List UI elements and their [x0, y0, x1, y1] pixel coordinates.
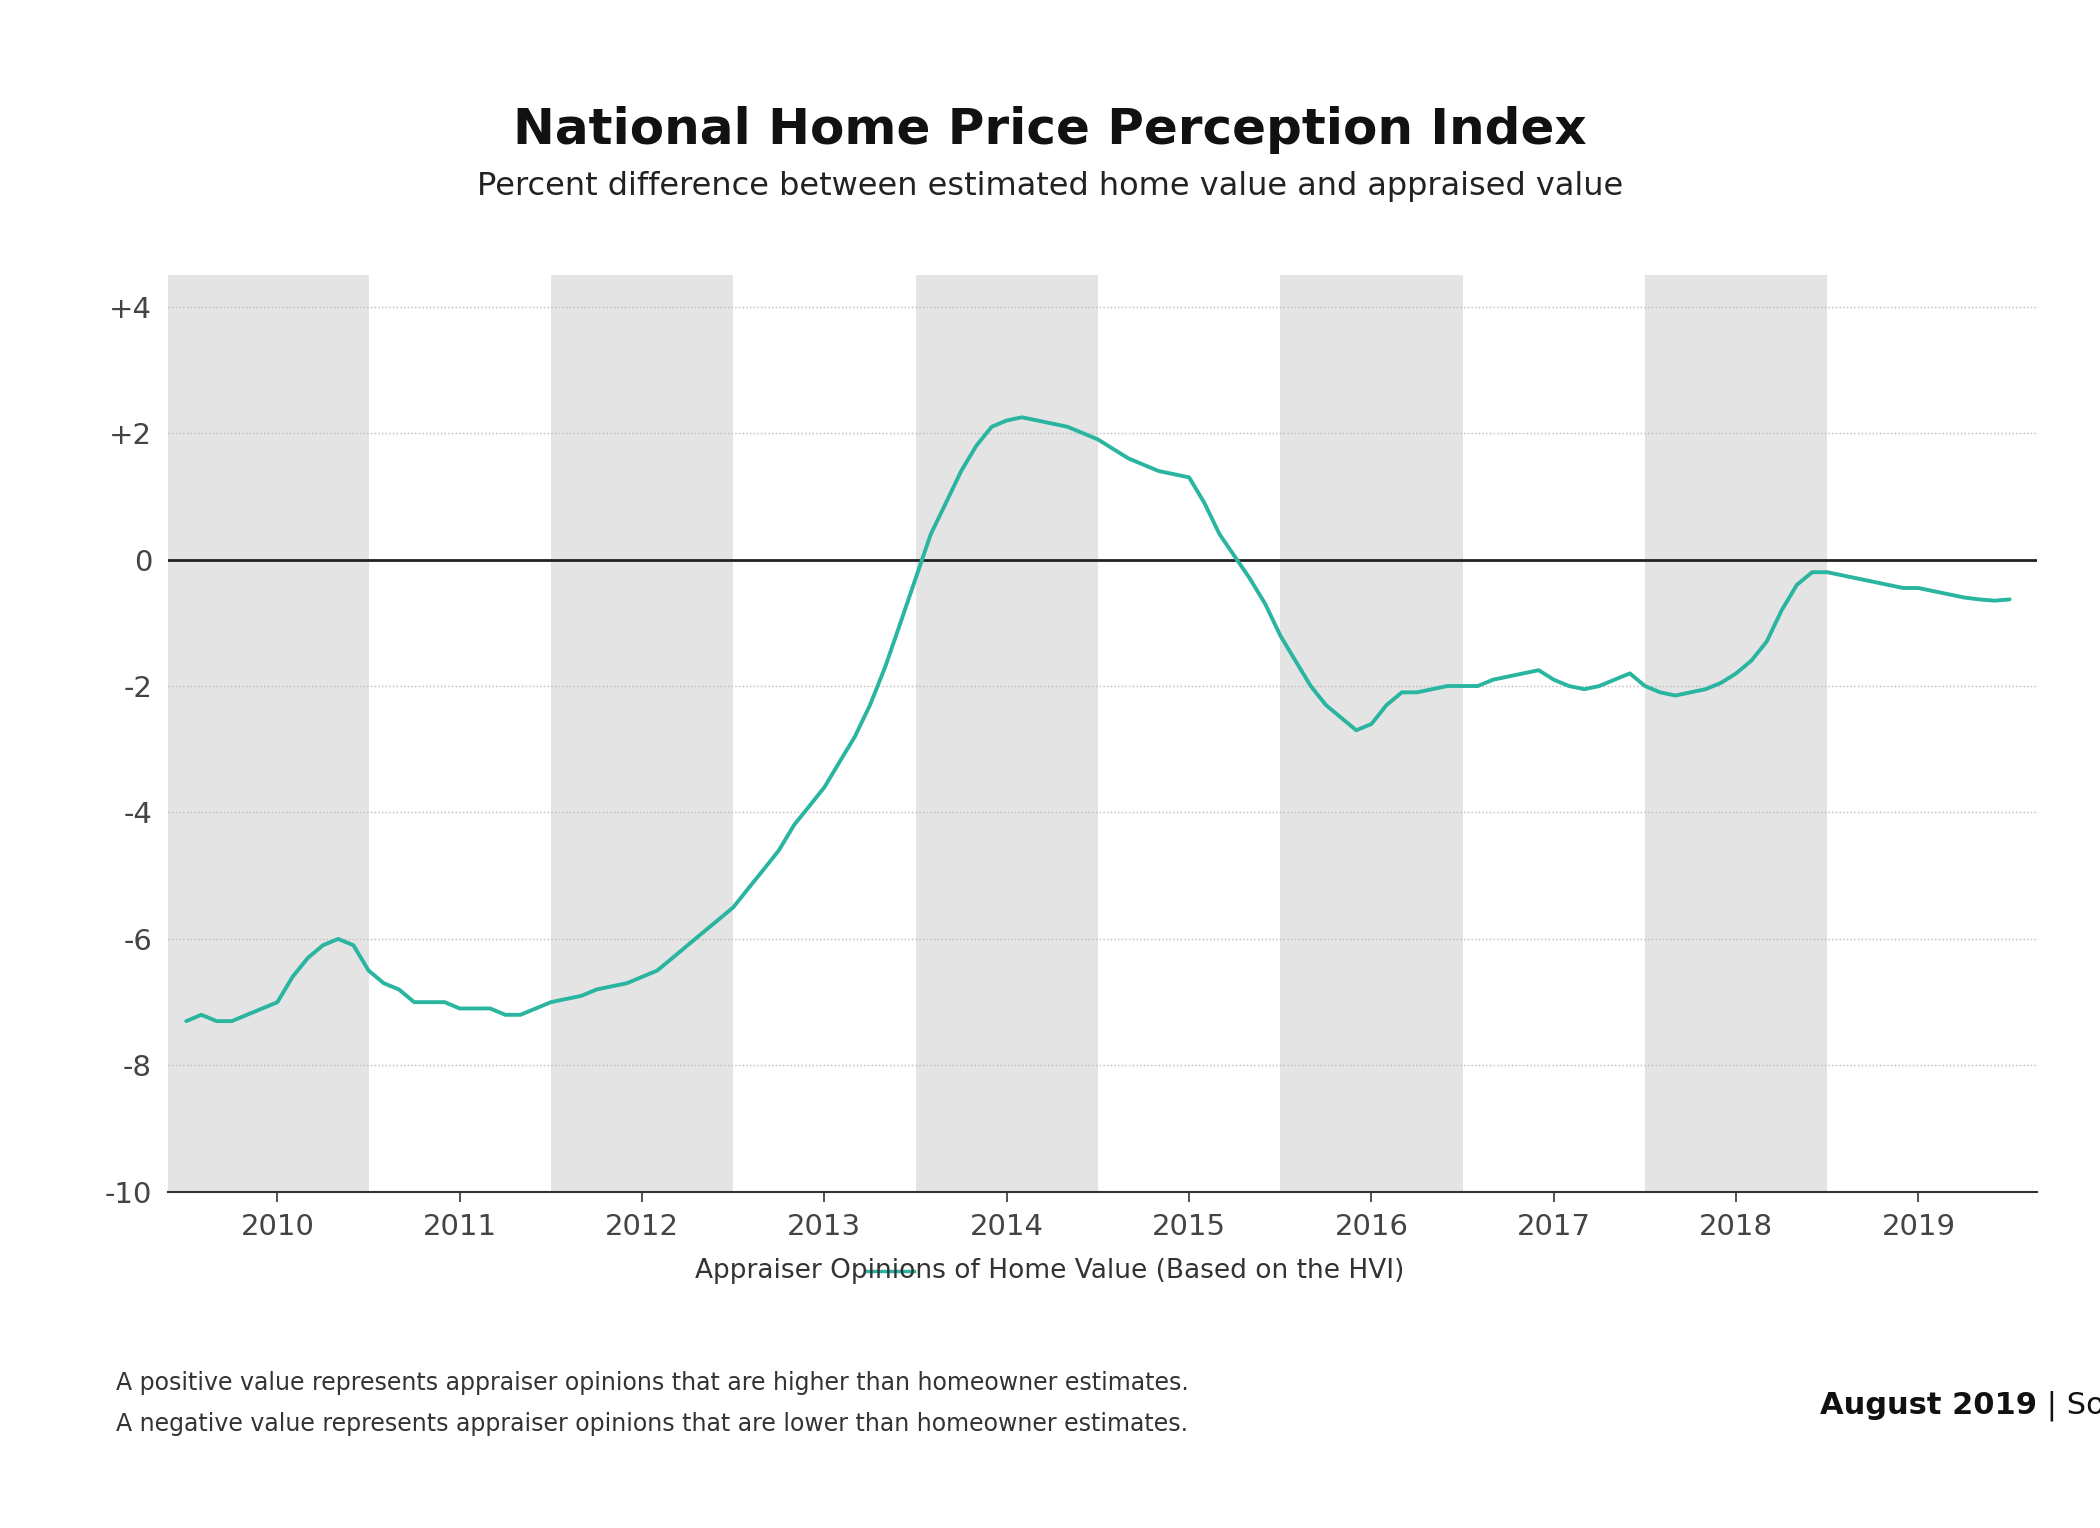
Bar [1644, 275, 1827, 1192]
Bar [1281, 275, 1462, 1192]
Bar [916, 275, 1098, 1192]
Text: August 2019: August 2019 [1821, 1392, 2037, 1420]
Bar [550, 275, 733, 1192]
Text: A positive value represents appraiser opinions that are higher than homeowner es: A positive value represents appraiser op… [116, 1371, 1189, 1395]
Text: Percent difference between estimated home value and appraised value: Percent difference between estimated hom… [477, 171, 1623, 202]
Bar [168, 275, 370, 1192]
Text: National Home Price Perception Index: National Home Price Perception Index [512, 105, 1588, 154]
Text: A negative value represents appraiser opinions that are lower than homeowner est: A negative value represents appraiser op… [116, 1412, 1186, 1436]
Text: | Source: Quicken Loans: | Source: Quicken Loans [2037, 1390, 2100, 1421]
Text: Appraiser Opinions of Home Value (Based on the HVI): Appraiser Opinions of Home Value (Based … [695, 1258, 1405, 1285]
